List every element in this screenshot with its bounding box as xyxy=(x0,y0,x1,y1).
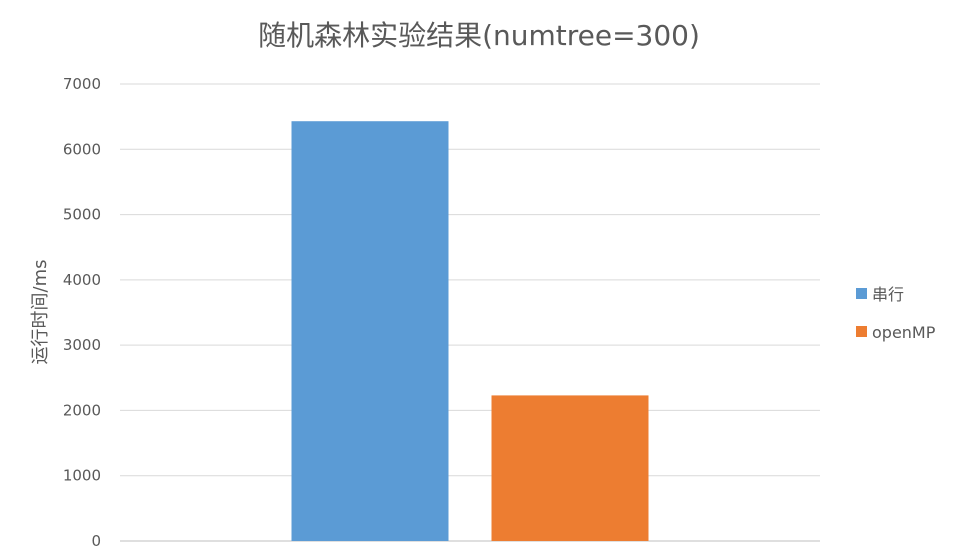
y-tick-label: 3000 xyxy=(63,336,101,354)
y-axis-ticks: 0 1000 2000 3000 4000 5000 6000 7000 xyxy=(63,75,101,550)
legend-label: openMP xyxy=(872,323,936,342)
gridlines xyxy=(120,83,820,477)
bar-serial xyxy=(291,121,449,541)
bar-openmp xyxy=(491,395,649,541)
y-tick-label: 6000 xyxy=(63,140,101,158)
y-tick-label: 0 xyxy=(91,532,101,550)
legend: 串行 openMP xyxy=(856,285,936,342)
legend-label: 串行 xyxy=(872,285,904,304)
chart-title: 随机森林实验结果(numtree=300) xyxy=(258,19,700,52)
y-tick-label: 2000 xyxy=(63,401,101,419)
y-tick-label: 4000 xyxy=(63,271,101,289)
legend-swatch xyxy=(856,288,867,299)
y-tick-label: 1000 xyxy=(63,467,101,485)
legend-swatch xyxy=(856,326,867,337)
y-tick-label: 7000 xyxy=(63,75,101,93)
y-axis-label: 运行时间/ms xyxy=(30,260,51,365)
bars xyxy=(291,121,649,541)
y-tick-label: 5000 xyxy=(63,206,101,224)
